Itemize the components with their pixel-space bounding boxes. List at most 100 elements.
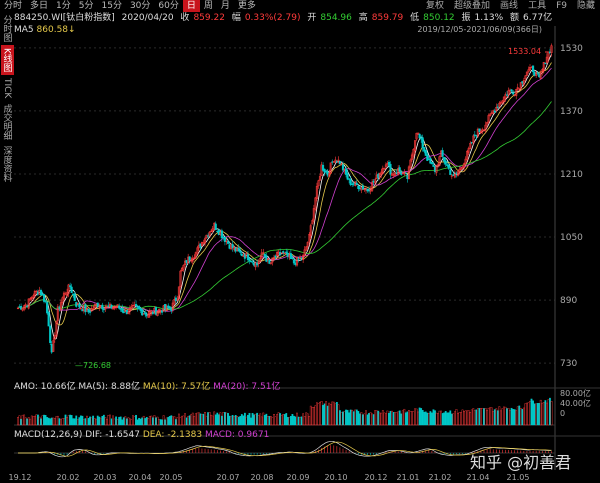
volume-bar (372, 414, 375, 426)
change-label: 幅 (231, 13, 241, 23)
tool-3[interactable]: 工具 (528, 1, 547, 11)
open-label: 开 (307, 13, 317, 23)
volume-bar (506, 408, 508, 426)
volume-bar (308, 416, 311, 426)
candle-body (398, 167, 401, 172)
candle-body (62, 292, 66, 300)
volume-bar (30, 415, 33, 426)
candle-body (315, 186, 318, 199)
volume-bar (78, 417, 81, 426)
volume-bar (346, 409, 349, 426)
candle-body (467, 148, 470, 153)
volume-bar (404, 412, 407, 426)
amo-indicator: AMO: 10.66亿 MA(5): 8.88亿 MA(10): 7.57亿 M… (14, 381, 280, 393)
tab-8[interactable]: 周 (203, 1, 213, 11)
tab-0[interactable]: 分时 (4, 1, 23, 11)
volume-bar (538, 403, 541, 426)
candle-body (435, 165, 438, 173)
volume-bar (102, 414, 105, 426)
candle-body (188, 256, 191, 261)
volume-bar (69, 414, 72, 426)
volume-bar (194, 413, 197, 426)
candle-body (338, 161, 341, 165)
tool-2[interactable]: 画线 (500, 1, 519, 11)
volume-bar (250, 417, 252, 426)
candle-body (495, 106, 498, 111)
tab-3[interactable]: 5分 (78, 1, 94, 11)
volume-bar (205, 415, 208, 426)
volume-bar (481, 408, 484, 426)
side-tab-2[interactable]: TICK (2, 77, 12, 99)
volume-bar (363, 413, 366, 426)
candle-body (297, 258, 300, 260)
side-tab-1[interactable]: K线图 (0, 45, 14, 75)
candle-body (544, 62, 547, 65)
tab-4[interactable]: 15分 (101, 1, 122, 11)
candle-body (292, 259, 295, 264)
volume-bar (230, 416, 232, 426)
candle-body (184, 260, 187, 266)
candle-body (144, 312, 147, 315)
tab-6[interactable]: 60分 (158, 1, 179, 11)
candle-body (79, 307, 82, 309)
candle-body (268, 259, 271, 264)
volume-bar (457, 413, 459, 426)
candle-body (246, 254, 249, 260)
candle-body (528, 66, 532, 71)
amount-label: 额 (510, 13, 520, 23)
volume-bar (50, 417, 53, 426)
volume-bar (136, 419, 139, 426)
candle-body (272, 257, 276, 260)
volume-bar (409, 411, 412, 426)
macd-indicator: MACD(12,26,9) DIF: -1.6547 DEA: -2.1383 … (14, 429, 269, 441)
amp-value: 1.13% (474, 13, 504, 23)
close-label: 收 (180, 13, 190, 23)
candle-body (378, 173, 381, 178)
side-tab-3[interactable]: 成交明细 (1, 104, 12, 141)
candle-body (472, 135, 475, 144)
side-tab-0[interactable]: 分时图 (1, 15, 12, 42)
tool-4[interactable]: F9 (556, 1, 567, 11)
volume-bar (326, 405, 329, 426)
candle-body (502, 96, 505, 102)
candle-body (101, 304, 104, 310)
volume-bar (371, 413, 374, 426)
candle-body (122, 311, 125, 314)
volume-bar (279, 413, 282, 426)
volume-bar (522, 407, 525, 426)
volume-bar (135, 414, 137, 426)
volume-bar (360, 412, 363, 426)
macd-dea: DEA: -2.1383 (142, 430, 203, 440)
volume-bar (170, 415, 173, 426)
candle-body (210, 230, 213, 232)
low-label: 低 (410, 13, 420, 23)
volume-bar (355, 409, 358, 426)
side-tab-4[interactable]: 深度资料 (1, 146, 12, 183)
tab-2[interactable]: 1分 (56, 1, 71, 11)
volume-bar (138, 417, 141, 426)
volume-bar (211, 415, 214, 426)
volume-bar (222, 412, 225, 426)
volume-bar (316, 402, 318, 426)
tool-5[interactable]: 隐藏 (576, 1, 595, 11)
candle-body (43, 293, 46, 302)
tab-1[interactable]: 多日 (30, 1, 49, 11)
volume-bar (182, 415, 185, 426)
x-tick: 20.12 (365, 473, 388, 482)
tab-5[interactable]: 30分 (129, 1, 151, 11)
volume-bar (268, 416, 271, 426)
volume-bar (297, 416, 300, 426)
high-label: 高 (358, 13, 368, 23)
tab-7[interactable]: 日 (182, 0, 200, 12)
volume-bar (41, 415, 44, 426)
tool-0[interactable]: 复权 (426, 1, 445, 11)
tool-1[interactable]: 超级叠加 (454, 1, 491, 11)
tab-10[interactable]: 更多 (237, 1, 256, 11)
volume-bar (484, 408, 487, 426)
volume-bar (516, 406, 519, 426)
volume-bar (56, 415, 59, 426)
macd-label: MACD(12,26,9) (14, 430, 83, 440)
tab-9[interactable]: 月 (220, 1, 230, 11)
price-tick: 730 (560, 359, 577, 369)
